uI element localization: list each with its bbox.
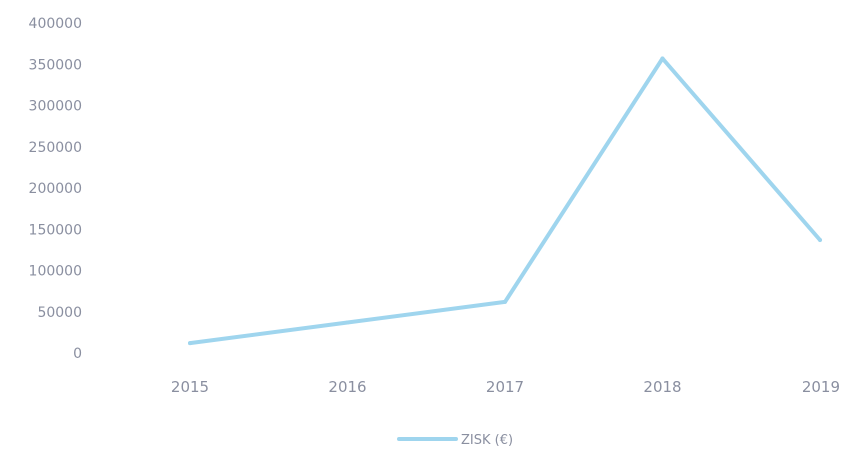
- y-tick-label: 350000: [29, 57, 82, 73]
- data-point: [818, 237, 822, 242]
- x-tick-label: 2019: [802, 378, 840, 396]
- x-axis: 2015 2016 2017 2018 2019: [171, 378, 840, 396]
- legend: ZISK (€): [397, 433, 513, 448]
- y-tick-label: 400000: [29, 16, 82, 32]
- series-layer: [188, 56, 822, 346]
- x-tick-label: 2016: [328, 378, 366, 396]
- y-tick-label: 50000: [37, 305, 82, 321]
- x-tick-label: 2015: [171, 378, 209, 396]
- y-tick-label: 0: [73, 346, 82, 362]
- data-point: [503, 299, 507, 304]
- y-tick-label: 300000: [29, 99, 82, 115]
- data-point: [660, 56, 665, 61]
- data-point: [188, 341, 192, 346]
- x-tick-label: 2017: [486, 378, 524, 396]
- x-tick-label: 2018: [643, 378, 681, 396]
- y-axis: 0 50000 100000 150000 200000 250000 300000 3500…: [29, 16, 82, 362]
- y-tick-label: 250000: [29, 140, 82, 156]
- data-point: [345, 320, 350, 325]
- y-tick-label: 200000: [29, 181, 82, 197]
- legend-label-zisk: ZISK (€): [461, 433, 513, 448]
- y-tick-label: 100000: [29, 264, 82, 280]
- y-tick-label: 150000: [29, 222, 82, 238]
